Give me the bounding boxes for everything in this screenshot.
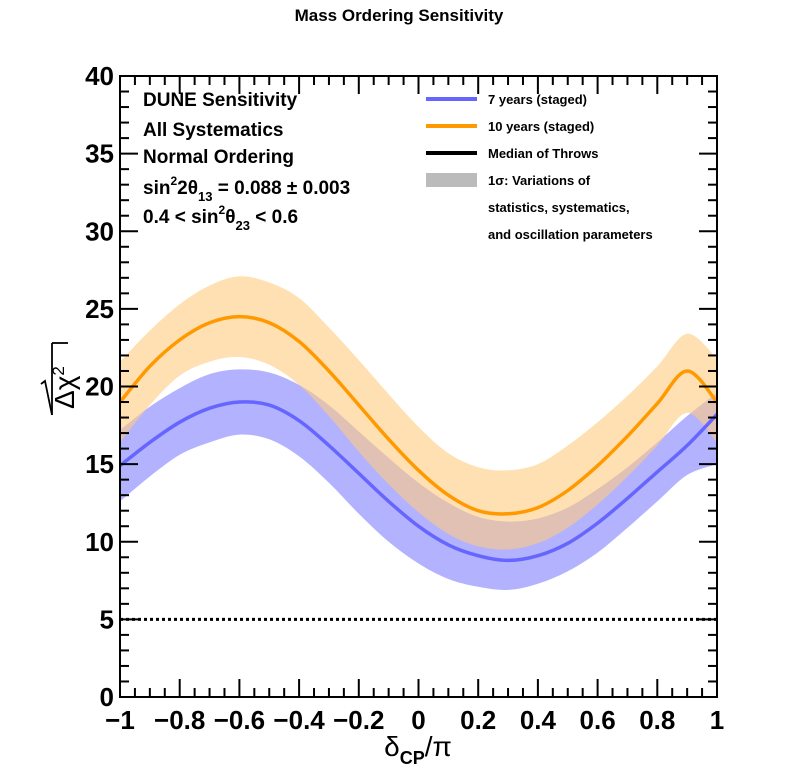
median-lines [118, 314, 719, 563]
legend-label: 1σ: Variations of [488, 173, 591, 188]
y-tick-label: 35 [85, 139, 114, 169]
y-axis-label: Δχ2 [40, 342, 80, 416]
legend-label: 10 years (staged) [488, 119, 594, 134]
y-tick-labels: 0 5 10 15 20 25 30 35 40 [85, 61, 114, 712]
x-tick-label: 0.8 [639, 705, 675, 735]
legend-label: Median of Throws [488, 146, 599, 161]
axis-ticks [119, 75, 718, 698]
x-tick-labels: −1 −0.8 −0.6 −0.4 −0.2 0 0.2 0.4 0.6 0.8 1 [105, 705, 724, 735]
y-tick-label: 15 [85, 449, 114, 479]
annotation-theta13: sin22θ13 = 0.088 ± 0.003 [143, 174, 350, 204]
band-10-years-staged- [120, 276, 717, 550]
y-tick-label: 30 [85, 216, 114, 246]
x-tick-label: −0.4 [273, 705, 325, 735]
legend-label: 7 years (staged) [488, 92, 587, 107]
x-tick-label: −0.6 [214, 705, 265, 735]
x-tick-label: 0 [411, 705, 425, 735]
legend-label-cont: statistics, systematics, [488, 200, 630, 215]
annotation-block: DUNE Sensitivity All Systematics Normal … [143, 90, 350, 233]
x-tick-label: −1 [105, 705, 135, 735]
x-tick-label: 1 [710, 705, 724, 735]
median-line-10-years-staged- [118, 314, 719, 516]
y-tick-label: 25 [85, 294, 114, 324]
y-label-radical-hook [40, 379, 53, 416]
x-tick-label: 0.2 [460, 705, 496, 735]
y-tick-label: 20 [85, 372, 114, 402]
x-tick-label: 0.4 [520, 705, 557, 735]
x-tick-label: 0.6 [580, 705, 616, 735]
x-axis-label: δCP/π [384, 731, 452, 768]
y-tick-label: 0 [100, 682, 114, 712]
y-label-text: Δχ2 [49, 366, 80, 409]
median-line-7-years-staged- [118, 400, 719, 563]
chart-title: Mass Ordering Sensitivity [295, 6, 504, 25]
band-7-years-staged- [120, 369, 717, 590]
legend-label-cont: and oscillation parameters [488, 227, 653, 242]
annotation-line: DUNE Sensitivity [143, 90, 298, 111]
y-tick-label: 40 [85, 61, 114, 91]
annotation-theta23: 0.4 < sin2θ23 < 0.6 [143, 203, 298, 233]
annotation-line: All Systematics [143, 120, 283, 141]
legend-swatch-band [426, 173, 477, 187]
x-tick-label: −0.2 [333, 705, 384, 735]
x-tick-label: −0.8 [154, 705, 205, 735]
uncertainty-bands [120, 276, 717, 590]
legend: 7 years (staged) 10 years (staged) Media… [426, 92, 653, 242]
y-tick-label: 10 [85, 527, 114, 557]
y-tick-label: 5 [100, 604, 114, 634]
annotation-line: Normal Ordering [143, 147, 294, 168]
